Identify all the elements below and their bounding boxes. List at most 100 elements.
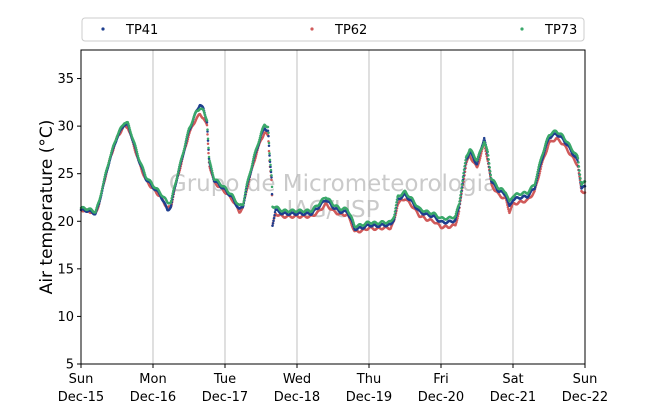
point-TP41-252 [206, 139, 210, 142]
legend-marker-TP73 [520, 27, 524, 31]
point-TP73-624 [394, 207, 397, 210]
point-TP73-193 [177, 170, 180, 173]
x-tick-date-5: Dec-20 [418, 390, 464, 405]
point-TP41-385 [273, 210, 277, 214]
point-TP73-759 [462, 172, 465, 175]
point-TP73-811 [488, 166, 491, 169]
point-TP73-60 [109, 151, 113, 155]
point-TP73-763 [464, 158, 467, 162]
point-TP41-372 [267, 134, 270, 138]
point-TP73-622 [393, 213, 396, 216]
point-TP73-181 [170, 194, 174, 197]
point-TP73-988 [577, 165, 581, 168]
legend-marker-TP62 [310, 27, 314, 31]
point-TP73-921 [543, 144, 547, 147]
point-TP73-762 [463, 161, 467, 165]
point-TP41-800 [482, 136, 486, 140]
point-TP73-95 [127, 124, 131, 127]
point-TP73-807 [486, 150, 489, 153]
point-TP73-204 [182, 149, 186, 152]
x-tick-date-4: Dec-19 [346, 390, 392, 405]
point-TP73-342 [252, 157, 255, 161]
point-TP73-991 [579, 177, 582, 180]
point-TP62-848 [507, 207, 510, 211]
point-TP73-920 [543, 146, 546, 149]
point-TP73-751 [458, 200, 461, 203]
point-TP73-907 [536, 168, 540, 171]
point-TP73-744 [454, 212, 458, 215]
point-TP73-328 [245, 185, 248, 189]
grid-lines [152, 50, 514, 364]
point-TP62-251 [206, 133, 209, 136]
x-tick-day-6: Sat [502, 372, 523, 387]
point-TP73-42 [100, 187, 104, 191]
point-TP73-750 [457, 203, 461, 206]
point-TP73-44 [101, 182, 105, 186]
point-TP73-810 [487, 162, 491, 165]
point-TP73-339 [250, 164, 254, 168]
x-tick-day-5: Fri [433, 372, 449, 387]
point-TP73-322 [242, 202, 245, 205]
point-TP73-356 [259, 134, 262, 138]
point-TP73-623 [393, 210, 397, 213]
y-tick-label-1: 10 [57, 310, 74, 325]
point-TP73-371 [266, 125, 270, 129]
point-TP73-906 [536, 170, 539, 174]
point-TP62-253 [207, 151, 210, 155]
point-TP73-58 [108, 155, 112, 159]
point-TP73-813 [489, 173, 492, 177]
point-TP73-324 [243, 197, 246, 200]
point-TP41-250 [205, 121, 209, 124]
x-tick-day-0: Sun [69, 372, 94, 387]
point-TP73-57 [108, 157, 111, 161]
point-TP73-190 [175, 177, 179, 180]
point-TP73-323 [242, 200, 246, 203]
point-TP41-379 [270, 192, 274, 196]
point-TP73-96 [128, 126, 131, 129]
legend-frame [81, 17, 585, 42]
point-TP73-191 [176, 175, 179, 178]
x-tick-day-3: Wed [283, 372, 311, 387]
point-TP73-258 [209, 165, 213, 168]
point-TP73-919 [542, 148, 546, 151]
point-TP73-48 [103, 173, 107, 176]
point-TP73-46 [102, 177, 106, 181]
point-TP73-338 [250, 167, 253, 170]
point-TP73-206 [183, 145, 187, 148]
point-TP41-377 [269, 170, 273, 174]
point-TP73-761 [463, 165, 466, 168]
point-TP41-378 [270, 176, 273, 179]
point-TP73-210 [185, 135, 189, 138]
point-TP73-753 [459, 194, 462, 197]
point-TP41-384 [273, 213, 276, 217]
x-tick-day-7: Sun [573, 372, 598, 387]
watermark: Grupo de Micrometeorologia IAG/USP [169, 171, 497, 223]
y-tick-label-0: 5 [66, 358, 74, 373]
point-TP73-262 [211, 173, 215, 177]
point-TP73-329 [245, 183, 249, 186]
point-TP73-340 [251, 162, 254, 166]
point-TP73-257 [209, 162, 212, 166]
series-TP73 [79, 107, 587, 229]
point-TP41-786 [475, 162, 479, 166]
point-TP73-194 [177, 167, 181, 171]
point-TP41-382 [272, 219, 275, 223]
x-tick-day-2: Tue [213, 372, 236, 387]
point-TP73-987 [577, 161, 580, 164]
point-TP73-113 [136, 154, 140, 158]
point-TP73-43 [101, 185, 104, 188]
legend-label-TP62: TP62 [334, 23, 367, 38]
point-TP62-252 [206, 142, 210, 145]
point-TP73-355 [258, 136, 262, 140]
point-TP73-47 [103, 175, 106, 179]
point-TP41-376 [269, 165, 272, 169]
point-TP73-743 [454, 214, 457, 218]
point-TP73-209 [185, 137, 188, 141]
point-TP73-180 [170, 196, 173, 200]
x-tick-date-0: Dec-15 [58, 390, 104, 405]
point-TP73-256 [208, 161, 212, 164]
point-TP73-208 [184, 140, 188, 143]
point-TP73-189 [175, 179, 178, 182]
point-TP73-376 [269, 163, 272, 167]
